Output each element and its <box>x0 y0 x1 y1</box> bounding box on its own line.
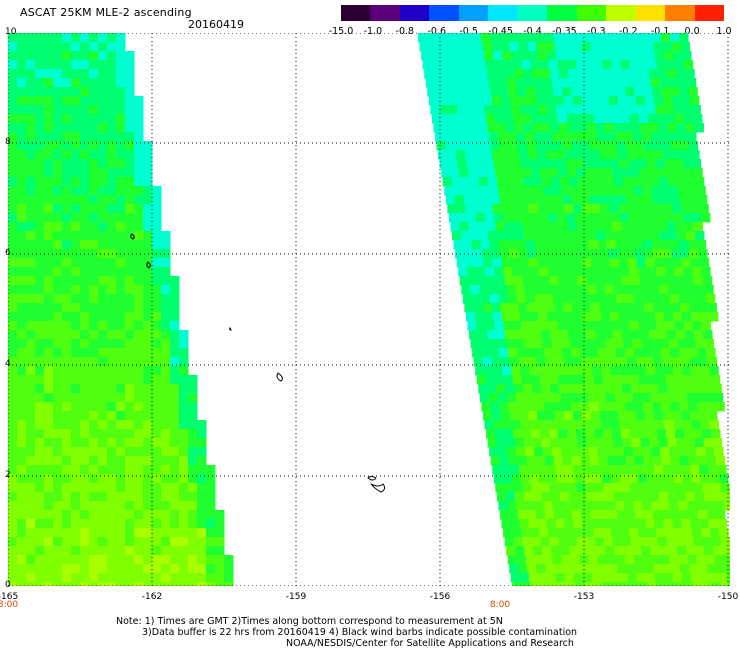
colorbar-swatch <box>458 5 489 21</box>
colorbar-swatch <box>606 5 636 21</box>
lat-tick-label: 4 <box>5 359 11 369</box>
colorbar-label: -0.45 <box>488 26 513 37</box>
colorbar-swatch <box>635 5 666 21</box>
lon-tick-label: -156 <box>429 592 451 602</box>
colorbar-swatch <box>429 5 459 21</box>
graticule <box>8 33 730 586</box>
lon-tick-label: -159 <box>285 592 307 602</box>
footnote-line-2: 3)Data buffer is 22 hrs from 20160419 4)… <box>142 627 578 638</box>
lat-tick-label: 10 <box>5 27 17 37</box>
colorbar-label: 1.0 <box>716 26 732 37</box>
colorbar-label: -1.0 <box>363 26 383 37</box>
colorbar-label: -0.35 <box>552 26 577 37</box>
lon-tick-label: -162 <box>141 592 163 602</box>
time-label-left: 8:00 <box>0 600 19 610</box>
map-date: 20160419 <box>188 18 244 31</box>
colorbar-label: -0.3 <box>587 26 606 37</box>
colorbar-label: -0.2 <box>618 26 638 37</box>
lon-tick-label: -150 <box>717 592 739 602</box>
map-title: ASCAT 25KM MLE-2 ascending <box>20 6 192 19</box>
island-outline <box>276 372 283 382</box>
colorbar-swatch <box>576 5 607 21</box>
colorbar-swatch <box>399 5 430 21</box>
lon-tick-label: -165 <box>0 592 19 602</box>
swath-right <box>418 33 730 586</box>
colorbar-label: -0.4 <box>523 26 542 37</box>
colorbar-label: -15.0 <box>328 26 354 37</box>
lat-tick-label: 2 <box>5 470 11 480</box>
island-outline <box>130 233 135 240</box>
colorbar-swatch <box>370 5 400 21</box>
lat-tick-label: 8 <box>5 137 11 147</box>
colorbar-label: -0.5 <box>459 26 478 37</box>
island-outline <box>229 326 232 331</box>
colorbar-swatch <box>665 5 695 21</box>
colorbar <box>341 5 725 21</box>
lat-tick-label: 6 <box>5 248 11 258</box>
colorbar-label: -0.8 <box>395 26 415 37</box>
island-outline <box>146 261 151 269</box>
colorbar-swatch <box>488 5 518 21</box>
footnote-line-1: Note: 1) Times are GMT 2)Times along bot… <box>116 616 503 627</box>
lon-tick-label: -153 <box>573 592 595 602</box>
colorbar-swatch <box>694 5 725 21</box>
time-label-right: 8:00 <box>489 600 511 610</box>
colorbar-label: -0.6 <box>427 26 447 37</box>
island-outlines <box>130 233 386 493</box>
footnote-line-3: NOAA/NESDIS/Center for Satellite Applica… <box>286 638 574 649</box>
lat-tick-label: 0 <box>5 580 11 590</box>
island-outline <box>367 476 386 493</box>
swath-left <box>8 33 234 586</box>
colorbar-label: -0.1 <box>650 26 670 37</box>
colorbar-swatch <box>341 5 371 21</box>
colorbar-swatch <box>547 5 577 21</box>
colorbar-label: 0.0 <box>684 26 700 37</box>
footnote: Note: 1) Times are GMT 2)Times along bot… <box>116 616 577 649</box>
map-plot <box>8 33 730 586</box>
colorbar-swatch <box>517 5 548 21</box>
